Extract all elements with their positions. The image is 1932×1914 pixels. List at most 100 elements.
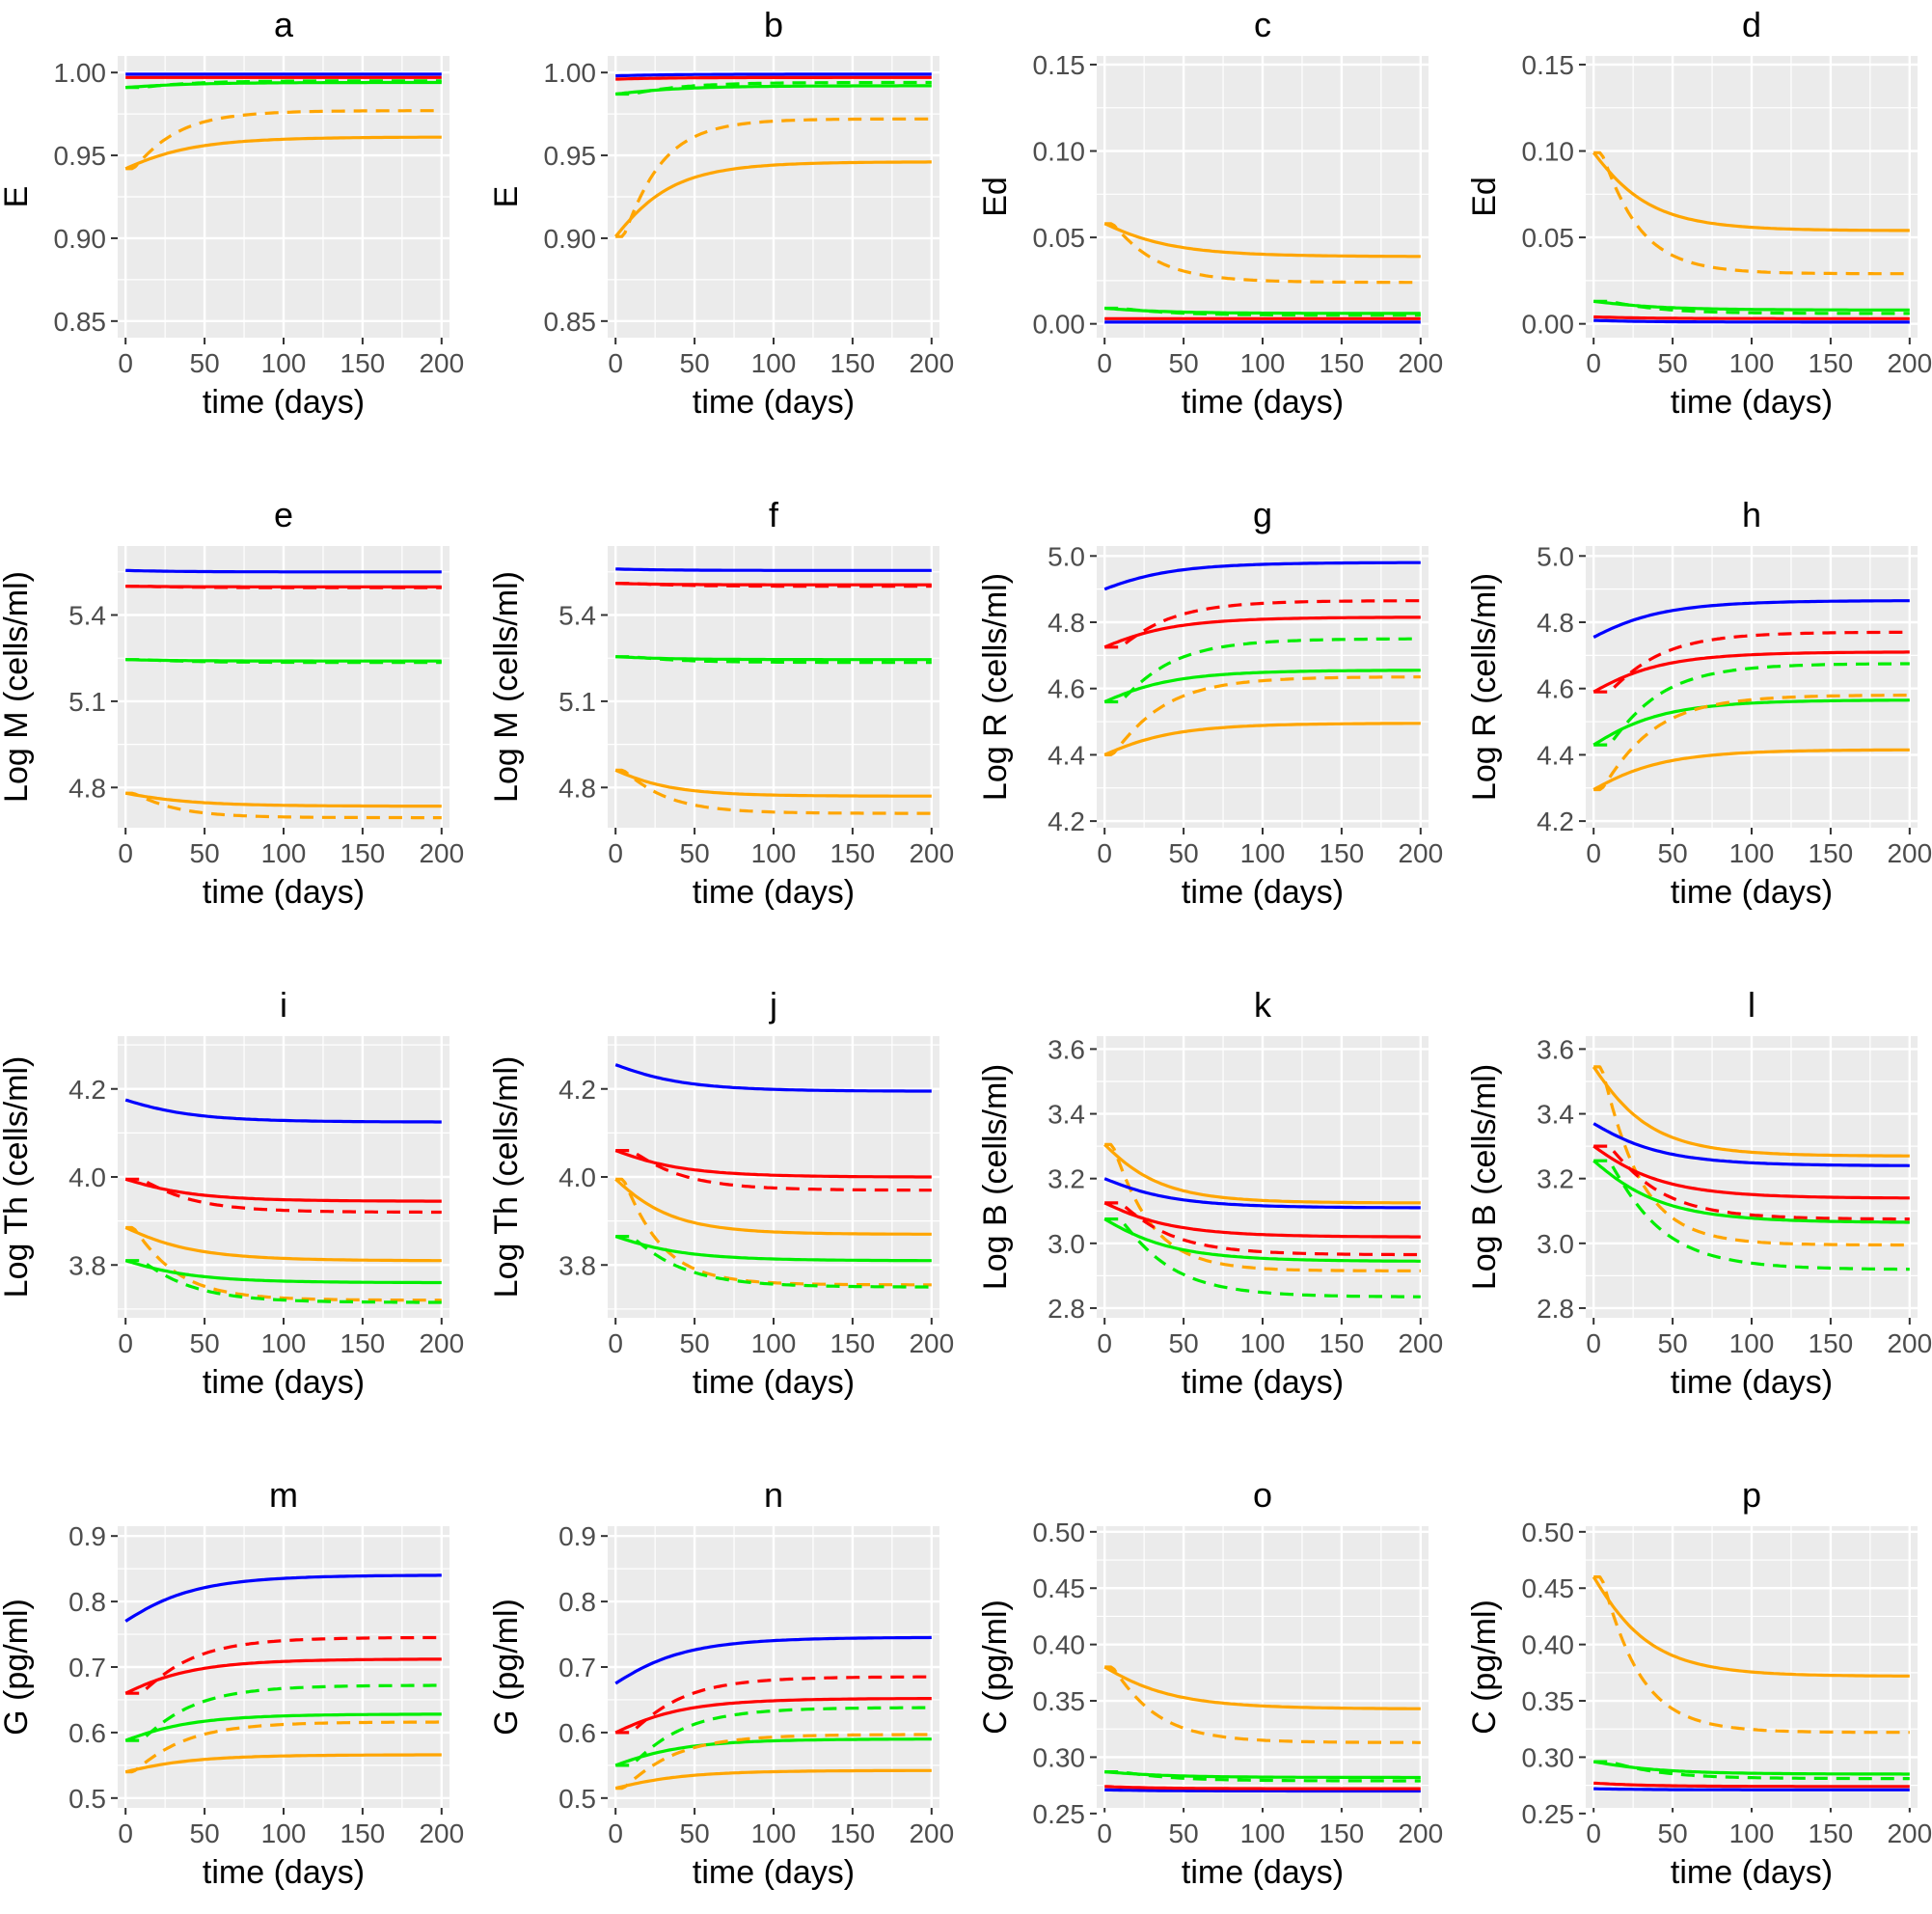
series-line-orange-dashed — [1104, 675, 1421, 756]
y-tick-label: 0.05 — [1522, 223, 1575, 253]
x-tick-label: 0 — [118, 838, 133, 868]
y-axis-title: Log M (cells/ml) — [488, 571, 525, 803]
series-line-orange-dashed — [615, 1177, 932, 1287]
series-line-blue-solid — [1103, 1177, 1421, 1210]
y-axis-title: E — [0, 186, 35, 208]
x-axis-title: time (days) — [1671, 874, 1833, 911]
y-tick-label: 5.1 — [558, 687, 596, 717]
x-axis-title: time (days) — [693, 874, 855, 911]
y-axis-title: Log Th (cells/ml) — [0, 1056, 35, 1299]
y-tick-label: 0.10 — [1033, 137, 1086, 167]
x-tick-label: 0 — [1586, 1818, 1601, 1848]
x-tick-label: 150 — [830, 348, 876, 378]
y-tick-label: 0.45 — [1522, 1573, 1575, 1603]
series-line-orange-solid — [614, 1768, 932, 1791]
x-tick-label: 0 — [1097, 1818, 1112, 1848]
series-line-blue-solid — [614, 1063, 932, 1093]
y-tick-label: 4.0 — [68, 1162, 106, 1192]
panel-a: a 0 50 100 150 200 0.85 0.90 0.95 1.00 time (days)… — [0, 5, 464, 421]
y-tick-label: 0.15 — [1522, 50, 1575, 80]
panel-j: j 0 50 100 150 200 3.8 4.0 4.2 time (days) Log Th … — [488, 985, 954, 1401]
y-axis-title: Ed — [1466, 177, 1503, 217]
y-tick-label: 3.0 — [1048, 1229, 1085, 1259]
x-tick-label: 50 — [1658, 1818, 1688, 1848]
panel-n: n 0 50 100 150 200 0.5 0.6 0.7 0.8 0.9 time (days) G… — [488, 1475, 954, 1891]
x-tick-label: 150 — [1809, 1818, 1854, 1848]
y-tick-label: 3.8 — [558, 1250, 596, 1280]
x-tick-label: 200 — [1398, 838, 1443, 868]
x-tick-label: 150 — [340, 838, 386, 868]
x-axis-title: time (days) — [1671, 1364, 1833, 1401]
y-tick-label: 0.35 — [1522, 1686, 1575, 1716]
panel-c: c 0 50 100 150 200 0.00 0.05 0.10 0.15 time (days)… — [977, 5, 1443, 421]
series-line-green-dashed — [1593, 662, 1910, 747]
panel-h: h 0 50 100 150 200 4.2 4.4 4.6 4.8 5.0 time (days) L… — [1466, 495, 1932, 911]
series-line-orange-solid — [614, 768, 932, 798]
series-line-orange-solid — [124, 1753, 442, 1774]
y-tick-label: 4.2 — [68, 1075, 106, 1105]
panel-title: d — [1742, 5, 1761, 44]
y-tick-label: 0.9 — [68, 1521, 106, 1551]
series-line-red-solid — [1103, 615, 1421, 649]
panel-title: b — [764, 5, 783, 44]
series-line-red-solid — [1593, 1781, 1910, 1789]
series-line-orange-dashed — [1593, 694, 1910, 792]
y-tick-label: 0.00 — [1522, 310, 1575, 340]
panel-g: g 0 50 100 150 200 4.2 4.4 4.6 4.8 5.0 time (days) L… — [977, 495, 1443, 911]
x-axis-title: time (days) — [203, 1854, 365, 1891]
series-line-red-solid — [124, 1657, 442, 1695]
y-tick-label: 0.6 — [68, 1718, 106, 1748]
series-line-red-solid — [1592, 1144, 1910, 1200]
series-line-green-dashed — [1593, 1159, 1910, 1271]
series-line-green-dashed — [125, 1683, 442, 1742]
x-axis-title: time (days) — [1182, 874, 1344, 911]
y-tick-label: 0.40 — [1033, 1630, 1086, 1660]
series-line-blue-solid — [1104, 1788, 1421, 1793]
x-tick-label: 0 — [118, 1818, 133, 1848]
y-axis-title: C (pg/ml) — [977, 1600, 1014, 1735]
panel-d: d 0 50 100 150 200 0.00 0.05 0.10 0.15 time (days)… — [1466, 5, 1932, 421]
y-axis-title: Log B (cells/ml) — [1466, 1064, 1503, 1290]
series-line-orange-dashed — [125, 109, 442, 171]
y-tick-label: 0.95 — [54, 141, 107, 171]
series-line-orange-solid — [1103, 1143, 1421, 1205]
y-tick-label: 3.6 — [1048, 1034, 1085, 1064]
series-line-green-solid — [1103, 669, 1421, 703]
panel-i: i 0 50 100 150 200 3.8 4.0 4.2 time (days) Log Th … — [0, 985, 464, 1401]
panel-title: m — [269, 1475, 298, 1515]
panel-title: f — [769, 495, 779, 534]
series-line-red-dashed — [1593, 1144, 1910, 1221]
x-tick-label: 150 — [1320, 348, 1365, 378]
y-tick-label: 1.00 — [54, 58, 107, 88]
series-line-orange-solid — [1103, 222, 1421, 259]
x-tick-label: 100 — [751, 348, 797, 378]
y-tick-label: 4.8 — [558, 773, 596, 803]
y-tick-label: 2.8 — [1537, 1294, 1574, 1324]
panel-title: p — [1742, 1475, 1761, 1515]
series-line-blue-solid — [614, 1635, 932, 1685]
x-axis-title: time (days) — [1671, 1854, 1833, 1891]
y-axis-title: Ed — [977, 177, 1014, 217]
x-tick-label: 50 — [190, 1818, 220, 1848]
y-tick-label: 0.7 — [558, 1653, 596, 1682]
x-tick-label: 200 — [419, 348, 464, 378]
x-tick-label: 200 — [1887, 838, 1932, 868]
series-line-green-solid — [125, 658, 442, 663]
y-tick-label: 0.5 — [558, 1784, 596, 1814]
x-tick-label: 50 — [1169, 838, 1199, 868]
x-tick-label: 150 — [1320, 838, 1365, 868]
series-line-red-solid — [1103, 1201, 1421, 1239]
panel-title: h — [1742, 495, 1761, 534]
x-tick-label: 50 — [1169, 348, 1199, 378]
x-tick-label: 200 — [909, 1818, 954, 1848]
series-line-green-solid — [1592, 698, 1910, 747]
y-tick-label: 4.6 — [1048, 674, 1085, 704]
y-tick-label: 0.00 — [1033, 310, 1086, 340]
y-tick-label: 4.0 — [558, 1162, 596, 1192]
series-line-red-dashed — [125, 1177, 442, 1215]
series-line-orange-dashed — [1593, 1575, 1910, 1735]
y-tick-label: 0.05 — [1033, 223, 1086, 253]
x-tick-label: 100 — [1240, 1328, 1286, 1358]
x-tick-label: 50 — [680, 348, 710, 378]
series-line-blue-solid — [1593, 1787, 1910, 1791]
